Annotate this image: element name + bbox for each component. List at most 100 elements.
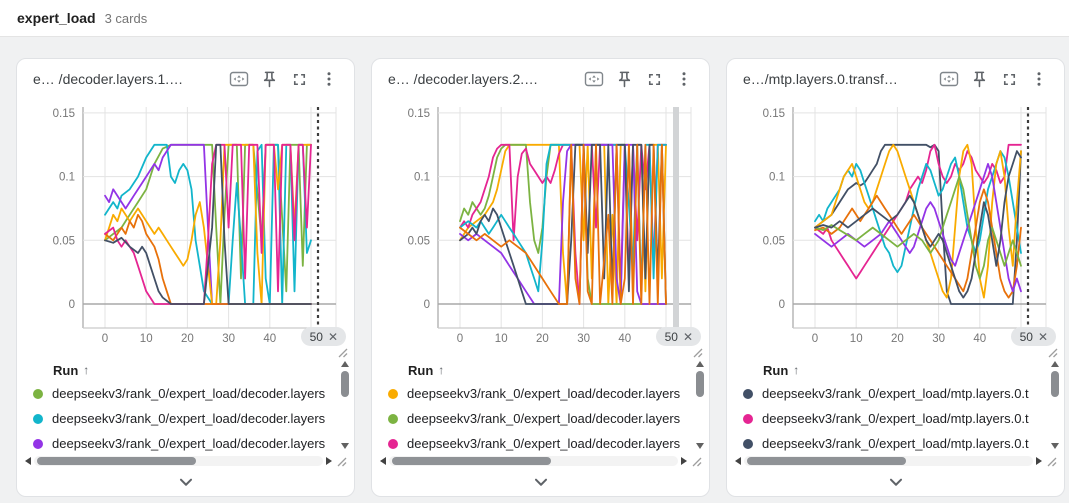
run-header-label[interactable]: Run xyxy=(763,362,789,378)
run-row[interactable]: deepseekv3/rank_0/expert_load/decoder.la… xyxy=(33,381,336,406)
more-vert-icon xyxy=(682,72,686,86)
run-table: Run ↑ deepseekv3/rank_0/expert_load/deco… xyxy=(17,359,354,451)
horizontal-scrollbar[interactable] xyxy=(380,456,687,466)
horizontal-scroll-track[interactable] xyxy=(389,456,678,466)
vertical-scrollbar[interactable] xyxy=(339,361,351,449)
chart-resize-handle-icon[interactable] xyxy=(337,347,349,358)
scroll-down-icon[interactable] xyxy=(696,443,704,449)
line-chart[interactable]: 0 0.05 0.1 0.15 0 10 20 30 40 xyxy=(727,99,1064,349)
cards-row: e… /decoder.layers.1.… xyxy=(0,37,1069,497)
step-pill-close-icon[interactable]: ✕ xyxy=(682,329,693,344)
expand-card-button[interactable] xyxy=(521,469,561,495)
fit-domain-button[interactable] xyxy=(224,64,254,94)
vertical-scrollbar[interactable] xyxy=(694,361,706,449)
pin-icon xyxy=(618,71,630,87)
run-table-header: Run ↑ xyxy=(33,359,336,381)
table-resize-handle-icon[interactable] xyxy=(1046,456,1058,467)
card-header: e…/mtp.layers.0.transf… xyxy=(727,59,1064,99)
y-tick-label: 0 xyxy=(424,299,430,311)
run-label: deepseekv3/rank_0/expert_load/decoder.la… xyxy=(52,436,326,451)
run-header-label[interactable]: Run xyxy=(408,362,434,378)
chart-resize-handle-icon[interactable] xyxy=(1047,347,1059,358)
y-tick-label: 0.15 xyxy=(408,108,430,120)
run-line xyxy=(104,143,312,305)
run-row[interactable]: deepseekv3/rank_0/expert_load/mtp.layers… xyxy=(743,431,1046,451)
vertical-scrollbar[interactable] xyxy=(1049,361,1061,449)
scroll-left-icon[interactable] xyxy=(735,457,741,465)
horizontal-scroll-track[interactable] xyxy=(744,456,1033,466)
step-pill-close-icon[interactable]: ✕ xyxy=(327,329,338,344)
scroll-left-icon[interactable] xyxy=(380,457,386,465)
table-resize-handle-icon[interactable] xyxy=(336,456,348,467)
y-tick-label: 0.15 xyxy=(763,108,785,120)
horizontal-scroll-track[interactable] xyxy=(34,456,323,466)
scalar-card: e…/mtp.layers.0.transf… xyxy=(726,58,1065,497)
run-rows: deepseekv3/rank_0/expert_load/mtp.layers… xyxy=(743,381,1046,451)
expand-card-button[interactable] xyxy=(876,469,916,495)
x-tick-label: 30 xyxy=(932,333,945,345)
scroll-up-icon[interactable] xyxy=(696,361,704,367)
step-selector-pill[interactable]: 50 ✕ xyxy=(1010,327,1056,346)
fit-domain-button[interactable] xyxy=(934,64,964,94)
vertical-scroll-thumb[interactable] xyxy=(341,371,349,397)
pin-button[interactable] xyxy=(254,64,284,94)
horizontal-scroll-thumb[interactable] xyxy=(37,457,196,465)
step-selector-pill[interactable]: 50 ✕ xyxy=(655,327,701,346)
run-color-dot xyxy=(33,413,43,424)
scroll-up-icon[interactable] xyxy=(1051,361,1059,367)
step-pill-close-icon[interactable]: ✕ xyxy=(1037,329,1048,344)
vertical-scroll-thumb[interactable] xyxy=(1051,371,1059,397)
run-color-dot xyxy=(33,438,43,449)
run-row[interactable]: deepseekv3/rank_0/expert_load/decoder.la… xyxy=(388,406,691,431)
run-color-dot xyxy=(743,438,753,449)
card-header: e… /decoder.layers.1.… xyxy=(17,59,354,99)
line-chart[interactable]: 0 0.05 0.1 0.15 0 10 20 30 40 xyxy=(372,99,709,349)
more-options-button[interactable] xyxy=(314,64,344,94)
sort-ascending-icon: ↑ xyxy=(793,363,800,377)
pin-button[interactable] xyxy=(609,64,639,94)
scroll-left-icon[interactable] xyxy=(25,457,31,465)
more-options-button[interactable] xyxy=(1024,64,1054,94)
step-selector-pill[interactable]: 50 ✕ xyxy=(300,327,346,346)
fullscreen-button[interactable] xyxy=(639,64,669,94)
fit-domain-icon xyxy=(939,71,959,87)
line-chart[interactable]: 0 0.05 0.1 0.15 0 10 20 30 40 xyxy=(17,99,354,349)
run-row[interactable]: deepseekv3/rank_0/expert_load/decoder.la… xyxy=(33,431,336,451)
fit-domain-button[interactable] xyxy=(579,64,609,94)
table-resize-handle-icon[interactable] xyxy=(691,456,703,467)
run-line xyxy=(104,143,312,305)
fullscreen-button[interactable] xyxy=(994,64,1024,94)
pin-button[interactable] xyxy=(964,64,994,94)
scroll-down-icon[interactable] xyxy=(1051,443,1059,449)
horizontal-scrollbar[interactable] xyxy=(735,456,1042,466)
scroll-down-icon[interactable] xyxy=(341,443,349,449)
expand-card-button[interactable] xyxy=(166,469,206,495)
run-row[interactable]: deepseekv3/rank_0/expert_load/decoder.la… xyxy=(33,406,336,431)
scroll-right-icon[interactable] xyxy=(1036,457,1042,465)
scroll-up-icon[interactable] xyxy=(341,361,349,367)
fullscreen-button[interactable] xyxy=(284,64,314,94)
run-line xyxy=(104,143,312,305)
more-options-button[interactable] xyxy=(669,64,699,94)
scroll-right-icon[interactable] xyxy=(326,457,332,465)
run-row[interactable]: deepseekv3/rank_0/expert_load/mtp.layers… xyxy=(743,381,1046,406)
horizontal-scroll-thumb[interactable] xyxy=(392,457,551,465)
x-tick-label: 30 xyxy=(577,333,590,345)
fullscreen-icon xyxy=(648,73,660,85)
run-header-label[interactable]: Run xyxy=(53,362,79,378)
run-row[interactable]: deepseekv3/rank_0/expert_load/decoder.la… xyxy=(388,431,691,451)
run-line xyxy=(814,143,1022,280)
chart-resize-handle-icon[interactable] xyxy=(692,347,704,358)
run-label: deepseekv3/rank_0/expert_load/decoder.la… xyxy=(52,411,326,426)
run-row[interactable]: deepseekv3/rank_0/expert_load/decoder.la… xyxy=(388,381,691,406)
chart-area: 0 0.05 0.1 0.15 0 10 20 30 40 50 ✕ xyxy=(727,99,1064,358)
run-line xyxy=(459,143,667,305)
run-color-dot xyxy=(33,388,43,399)
run-row[interactable]: deepseekv3/rank_0/expert_load/mtp.layers… xyxy=(743,406,1046,431)
horizontal-scroll-thumb[interactable] xyxy=(747,457,906,465)
scroll-right-icon[interactable] xyxy=(681,457,687,465)
run-label: deepseekv3/rank_0/expert_load/mtp.layers… xyxy=(762,386,1029,401)
horizontal-scrollbar[interactable] xyxy=(25,456,332,466)
vertical-scroll-thumb[interactable] xyxy=(696,371,704,397)
y-tick-label: 0.15 xyxy=(53,108,75,120)
